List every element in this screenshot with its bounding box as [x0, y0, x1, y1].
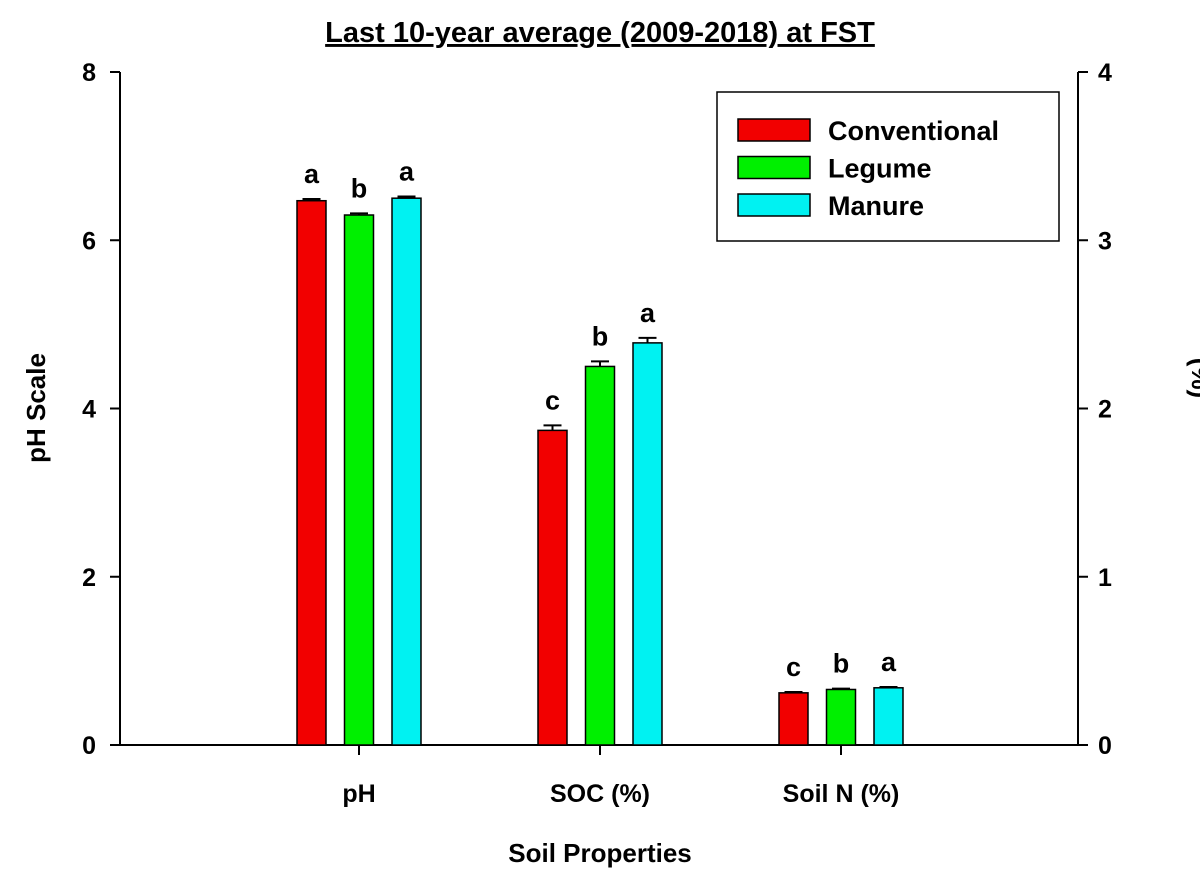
significance-letter: a	[881, 647, 897, 677]
y-axis-label-left: pH Scale	[21, 353, 51, 463]
y-tick-label-right: 3	[1098, 227, 1112, 255]
bar-manure	[873, 687, 904, 746]
legend-swatch-legume	[737, 155, 811, 180]
significance-letter: c	[545, 385, 560, 415]
x-tick-label: SOC (%)	[550, 780, 650, 808]
legend-swatch-manure	[737, 193, 811, 217]
bar-manure	[391, 197, 422, 746]
x-tick-label: Soil N (%)	[783, 780, 900, 808]
y-tick-label-right: 2	[1098, 396, 1112, 424]
y-tick-label-left: 0	[82, 732, 96, 760]
legend-label: Conventional	[828, 116, 999, 146]
y-tick-label-right: 1	[1098, 564, 1112, 592]
y-axis-label-right: (%)	[1186, 358, 1200, 398]
y-tick-label-left: 2	[82, 564, 96, 592]
significance-letter: b	[833, 649, 850, 679]
significance-letter: a	[640, 298, 656, 328]
bar-legume	[584, 365, 616, 746]
y-tick-label-right: 0	[1098, 732, 1112, 760]
bar-conventional	[296, 199, 327, 746]
legend-label: Manure	[828, 191, 924, 221]
y-tick-label-left: 4	[82, 396, 96, 424]
bar-legume	[825, 688, 857, 746]
significance-letter: c	[786, 652, 801, 682]
bar-manure	[632, 342, 663, 746]
x-axis-label: Soil Properties	[508, 838, 692, 868]
significance-letter: b	[351, 173, 368, 203]
significance-letter: a	[304, 159, 320, 189]
bar-conventional	[778, 692, 809, 746]
bar-conventional	[537, 429, 568, 746]
chart-title: Last 10-year average (2009-2018) at FST	[325, 17, 875, 49]
y-tick-label-right: 4	[1098, 59, 1112, 87]
legend: Conventional Legume Manure	[716, 91, 1060, 242]
legend-label: Legume	[828, 154, 932, 184]
significance-letter: b	[592, 321, 609, 351]
bar-legume	[343, 214, 375, 746]
significance-letter: a	[399, 157, 415, 187]
legend-swatch-conventional	[737, 118, 811, 142]
y-tick-label-left: 6	[82, 227, 96, 255]
y-tick-label-left: 8	[82, 59, 96, 87]
x-tick-label: pH	[342, 780, 375, 808]
